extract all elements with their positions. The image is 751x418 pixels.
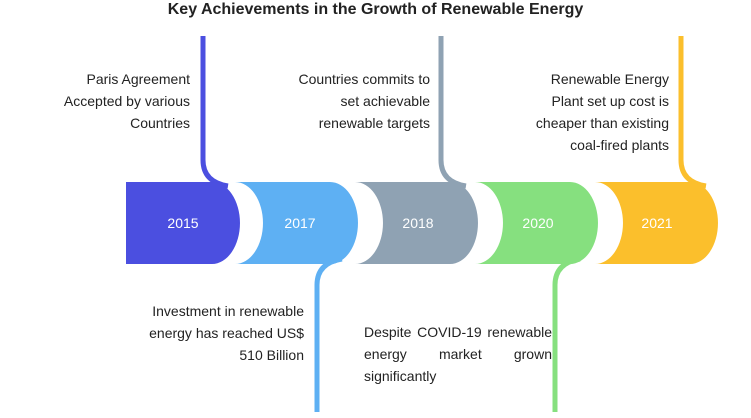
connector-2021: [678, 36, 707, 189]
milestone-note-2021: Renewable Energy Plant set up cost is ch…: [535, 71, 669, 153]
year-label: 2015: [167, 215, 198, 231]
milestone-note-2015: Paris Agreement Accepted by various Coun…: [63, 71, 190, 131]
segment-2017: [235, 182, 358, 264]
year-label: 2018: [402, 215, 433, 231]
segment-2018: [355, 182, 478, 264]
year-label: 2017: [284, 215, 315, 231]
segment-2015: [126, 182, 240, 264]
segment-2021: [595, 182, 718, 264]
milestone-note-2017: Investment in renewable energy has reach…: [149, 303, 304, 363]
connector-2017: [314, 256, 343, 412]
milestone-note-2018: Countries commits to set achievable rene…: [298, 71, 430, 131]
year-label: 2020: [522, 215, 553, 231]
connector-2020: [552, 256, 581, 412]
milestone-note-2020: Despite COVID-19 renewable energy market…: [364, 324, 552, 384]
segment-2020: [475, 182, 598, 264]
year-label: 2021: [641, 215, 672, 231]
connector-2015: [200, 36, 229, 189]
connector-2018: [438, 36, 467, 189]
diagram-title: Key Achievements in the Growth of Renewa…: [167, 1, 584, 18]
